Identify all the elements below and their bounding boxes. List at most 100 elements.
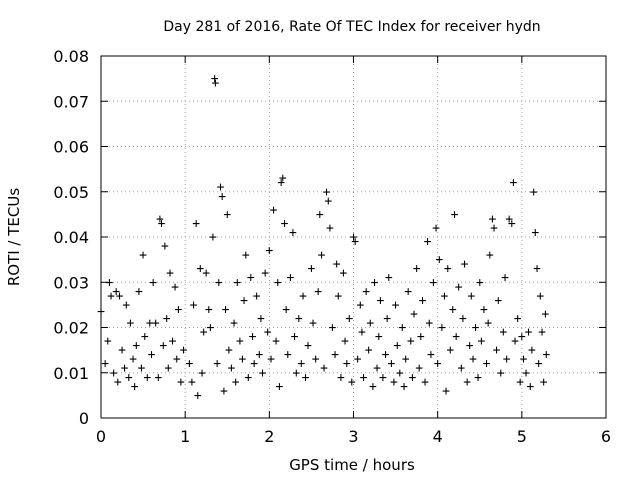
data-point: + (375, 330, 383, 345)
data-point: + (440, 289, 448, 304)
data-point: + (101, 357, 109, 372)
data-point: + (202, 266, 210, 281)
data-point: + (131, 379, 139, 394)
data-point: + (444, 262, 452, 277)
data-point: + (212, 76, 220, 91)
data-point: + (107, 289, 115, 304)
data-points: ++++++++++++++++++++++++++++++++++++++++… (97, 72, 550, 404)
data-point: + (257, 311, 265, 326)
data-point: + (141, 330, 149, 345)
data-point: + (192, 216, 200, 231)
data-point: + (366, 316, 374, 331)
grid-lines (101, 56, 606, 418)
data-point: + (132, 339, 140, 354)
data-point: + (510, 176, 518, 191)
data-point: + (501, 271, 509, 286)
data-point: + (114, 375, 122, 390)
data-point: + (484, 316, 492, 331)
data-point: + (292, 366, 300, 381)
data-point: + (106, 275, 114, 290)
x-tick-labels: 0 1 2 3 4 5 6 (96, 427, 611, 446)
data-point: + (505, 212, 513, 227)
data-point: + (250, 357, 258, 372)
data-point: + (177, 375, 185, 390)
data-point: + (528, 343, 536, 358)
data-point: + (520, 352, 528, 367)
data-point: + (291, 330, 299, 345)
data-point: + (387, 357, 395, 372)
data-point: + (318, 248, 326, 263)
data-point: + (461, 257, 469, 272)
data-point: + (476, 275, 484, 290)
y-tick-label: 0.02 (53, 319, 89, 338)
y-tick-label: 0 (79, 409, 89, 428)
data-point: + (341, 334, 349, 349)
data-point: + (333, 257, 341, 272)
data-point: + (272, 334, 280, 349)
data-point: + (166, 266, 174, 281)
data-point: + (472, 321, 480, 336)
data-point: + (127, 316, 135, 331)
data-point: + (415, 361, 423, 376)
data-point: + (522, 366, 530, 381)
data-point: + (188, 375, 196, 390)
data-point: + (525, 325, 533, 340)
data-point: + (228, 361, 236, 376)
data-point: + (518, 330, 526, 345)
data-point: + (137, 361, 145, 376)
data-point: + (421, 375, 429, 390)
data-point: + (112, 284, 120, 299)
data-point: + (459, 311, 467, 326)
data-point: + (289, 225, 297, 240)
y-tick-label: 0.06 (53, 138, 89, 157)
data-point: + (264, 325, 272, 340)
data-point: + (432, 221, 440, 236)
data-point: + (531, 225, 539, 240)
data-point: + (308, 262, 316, 277)
data-point: + (457, 361, 465, 376)
data-point: + (430, 275, 438, 290)
data-point: + (302, 370, 310, 385)
data-point: + (434, 357, 442, 372)
data-point: + (121, 361, 129, 376)
data-point: + (365, 343, 373, 358)
data-point: + (478, 334, 486, 349)
data-point: + (320, 361, 328, 376)
data-point: + (463, 375, 471, 390)
data-point: + (164, 361, 172, 376)
data-point: + (392, 298, 400, 313)
data-point: + (490, 221, 498, 236)
data-point: + (279, 171, 287, 186)
data-point: + (488, 212, 496, 227)
data-point: + (526, 379, 534, 394)
data-point: + (309, 316, 317, 331)
data-point: + (129, 352, 137, 367)
tick-marks (100, 55, 607, 419)
data-point: + (223, 207, 231, 222)
data-point: + (449, 302, 457, 317)
data-point: + (207, 321, 215, 336)
data-point: + (446, 343, 454, 358)
data-point: + (467, 289, 475, 304)
data-point: + (163, 311, 171, 326)
y-tick-label: 0.08 (53, 47, 89, 66)
data-point: + (244, 370, 252, 385)
data-point: + (118, 343, 126, 358)
data-point: + (514, 311, 522, 326)
data-point: + (542, 348, 550, 363)
data-point: + (281, 216, 289, 231)
data-point: + (249, 330, 257, 345)
data-point: + (499, 325, 507, 340)
data-point: + (316, 207, 324, 222)
data-point: + (159, 339, 167, 354)
data-point: + (377, 293, 385, 308)
data-point: + (483, 357, 491, 372)
data-point: + (371, 275, 379, 290)
data-point: + (148, 348, 156, 363)
data-point: + (326, 221, 334, 236)
data-point: + (540, 375, 548, 390)
x-tick-label: 2 (264, 427, 274, 446)
data-point: + (154, 370, 162, 385)
data-point: + (351, 235, 359, 250)
data-point: + (398, 321, 406, 336)
